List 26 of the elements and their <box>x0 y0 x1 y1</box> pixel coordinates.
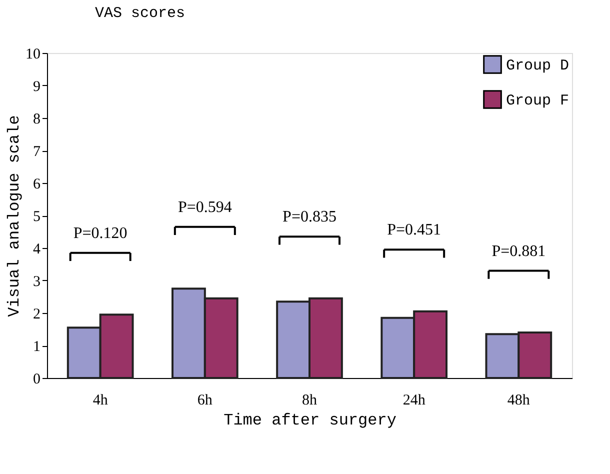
y-tick-label: 0 <box>33 372 40 388</box>
x-tick-label: 24h <box>402 392 426 408</box>
annotation: P=0.881 <box>492 242 546 260</box>
y-tick-label: 7 <box>33 144 41 160</box>
y-tick-label: 6 <box>33 176 41 192</box>
legend-label: Group F <box>506 92 570 110</box>
x-tick-label: 4h <box>92 392 108 408</box>
y-tick-label: 5 <box>33 209 40 225</box>
y-axis-title: Visual analogue scale <box>6 115 24 317</box>
annotation: P=0.594 <box>178 198 232 216</box>
y-tick-label: 9 <box>33 79 40 95</box>
chart-title: VAS scores <box>95 5 186 22</box>
y-tick-label: 8 <box>33 112 40 128</box>
x-tick-label: 8h <box>302 392 318 408</box>
y-tick-label: 10 <box>26 46 40 62</box>
y-tick-label: 3 <box>33 274 40 290</box>
y-tick-label: 4 <box>33 242 41 258</box>
annotation: P=0.835 <box>282 208 336 226</box>
x-axis-title: Time after surgery <box>224 412 397 430</box>
x-tick-label: 6h <box>197 392 213 408</box>
annotation: P=0.451 <box>387 222 442 239</box>
y-tick-label: 1 <box>33 339 40 355</box>
y-tick-label: 2 <box>33 306 40 322</box>
legend-label: Group D <box>506 58 570 74</box>
annotation: P=0.120 <box>73 224 128 242</box>
x-tick-label: 48h <box>507 392 530 408</box>
